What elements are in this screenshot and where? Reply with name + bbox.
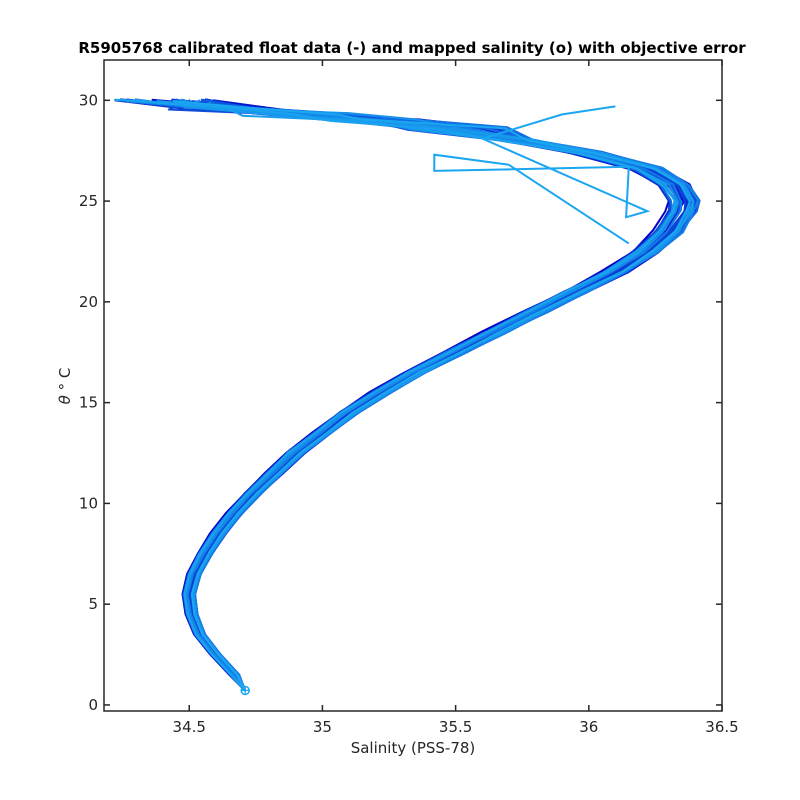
profile-lines [114, 98, 701, 692]
x-tick-label: 36.5 [705, 718, 738, 736]
x-tick-label: 36 [579, 718, 598, 736]
plot-area [104, 60, 722, 711]
y-axis-label: θ ° C [56, 368, 74, 405]
y-tick-label: 15 [79, 394, 98, 412]
mapped-salinity-markers [240, 685, 250, 696]
profile-line [172, 100, 691, 692]
y-tick-label: 30 [79, 91, 98, 109]
profile-line [114, 98, 677, 692]
x-tick-label: 35 [313, 718, 332, 736]
x-tick-label: 35.5 [439, 718, 472, 736]
y-tick-label: 0 [88, 696, 98, 714]
x-tick-label: 34.5 [173, 718, 206, 736]
y-axis-ticks: 0 5 10 15 20 25 30 [79, 91, 722, 714]
y-tick-label: 5 [88, 595, 98, 613]
x-axis-ticks: 34.5 35 35.5 36 36.5 [173, 60, 739, 736]
outlier-profile-line [433, 105, 651, 245]
y-axis-label-unit: ° C [56, 368, 74, 391]
plot-frame [103, 59, 723, 712]
y-tick-label: 10 [79, 494, 98, 512]
y-tick-label: 20 [79, 293, 98, 311]
chart-title: R5905768 calibrated float data (-) and m… [78, 39, 746, 57]
y-axis-label-symbol: θ [56, 395, 74, 404]
x-axis-label: Salinity (PSS-78) [351, 739, 476, 757]
y-tick-label: 25 [79, 192, 98, 210]
